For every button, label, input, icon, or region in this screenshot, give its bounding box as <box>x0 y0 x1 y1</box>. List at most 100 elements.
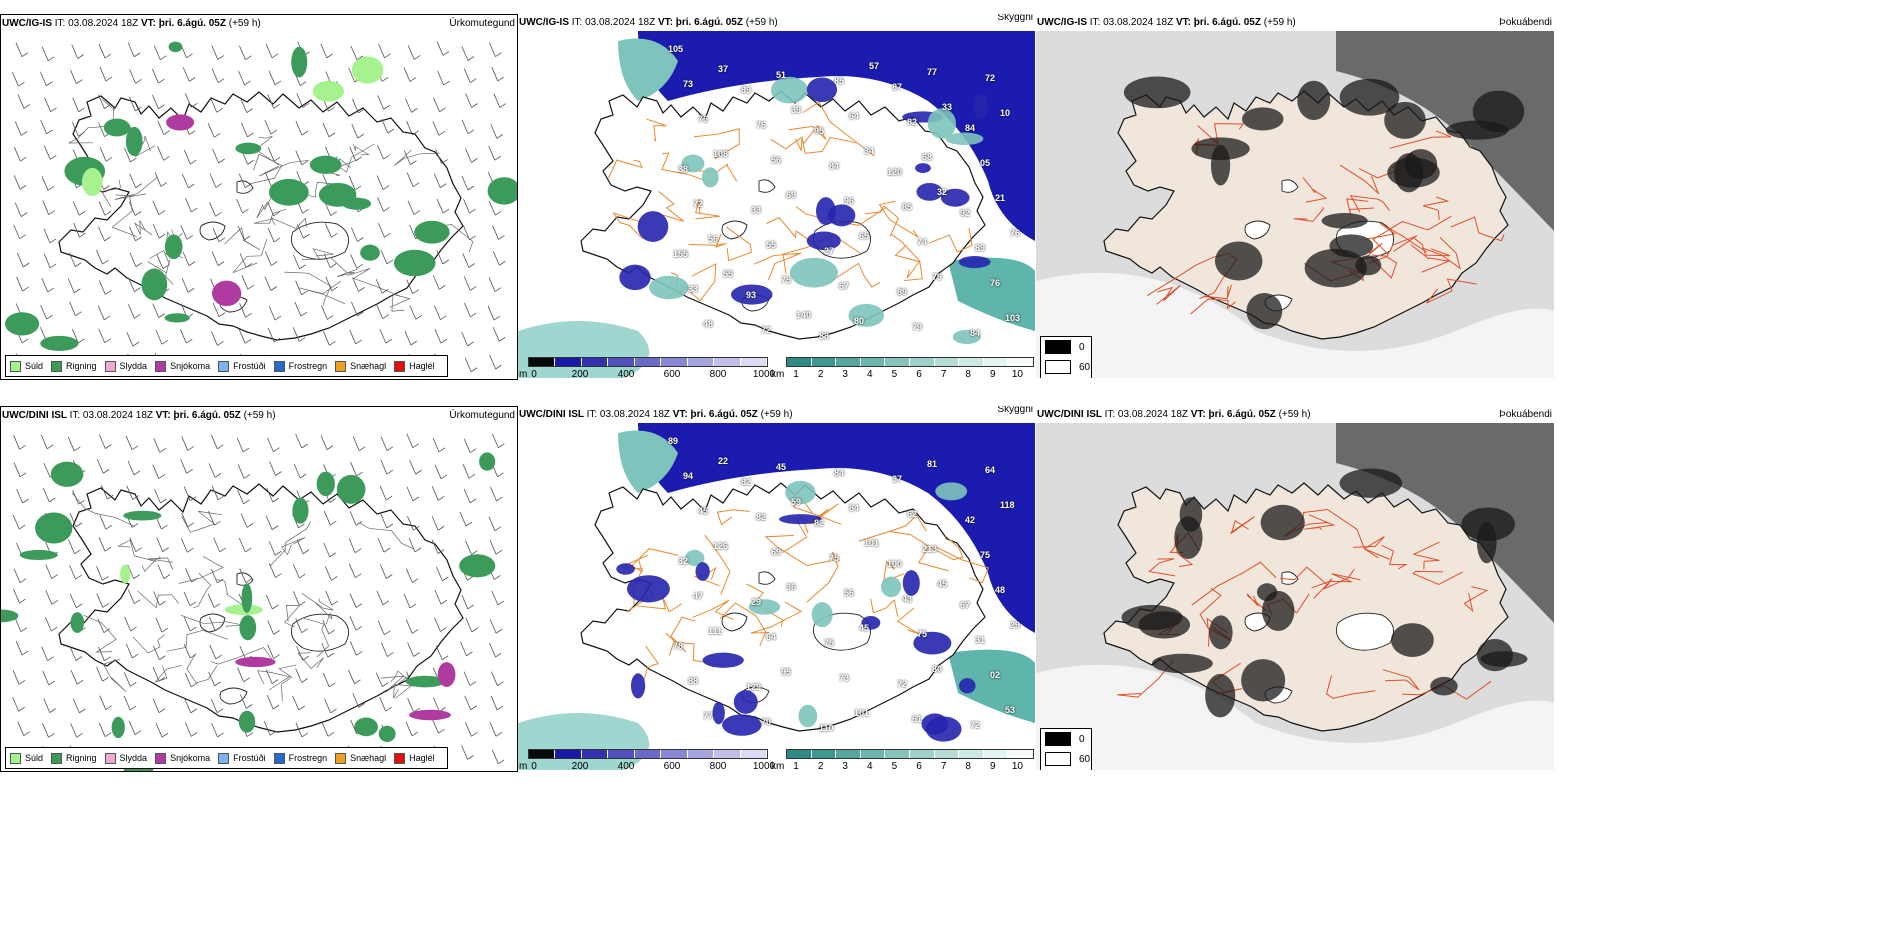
legend-item: Rigning <box>51 360 97 372</box>
wind-barb-icon <box>431 486 445 501</box>
low-visibility-patch <box>880 576 902 598</box>
depth-tick: 0 <box>531 369 537 378</box>
wind-barb-icon <box>269 461 282 476</box>
fog-dark-patch <box>1121 604 1183 631</box>
precip-cell <box>312 80 344 102</box>
glacier-outline <box>290 221 350 260</box>
low-visibility-patch <box>733 690 758 714</box>
visibility-value-label: 76 <box>698 114 709 124</box>
wind-barb-icon <box>98 646 111 662</box>
wind-barb-icon <box>129 226 142 242</box>
low-visibility-patch <box>695 562 710 581</box>
visibility-value-label: 108 <box>713 149 729 159</box>
precip-cell <box>166 114 195 131</box>
visibility-value-label: 101 <box>864 538 880 548</box>
wind-barb-icon <box>68 252 82 267</box>
precip-cell <box>81 167 103 197</box>
wind-barb-icon <box>379 328 393 344</box>
wind-barb-icon <box>349 616 363 631</box>
wind-barb-icon <box>126 485 139 500</box>
wind-barb-icon <box>488 516 502 532</box>
wind-barb-icon <box>461 594 475 610</box>
fog-dark-patch <box>1472 90 1525 133</box>
visibility-value-label: 84 <box>834 468 845 478</box>
wind-barb-icon <box>183 149 197 165</box>
road-line <box>1382 669 1420 691</box>
vis-map <box>518 31 1035 378</box>
panel-header: UWC/DINI ISL IT: 03.08.2024 18Z VT: þri.… <box>519 409 793 420</box>
iceland-coastline <box>580 90 986 340</box>
precip-cell <box>291 46 308 78</box>
wind-barb-icon <box>157 564 171 579</box>
wind-barb-icon <box>460 641 473 657</box>
wind-barb-icon <box>182 251 196 267</box>
wind-barb-icon <box>155 617 169 633</box>
visibility-value-label: 68 <box>922 152 933 162</box>
wind-barb-icon <box>153 591 166 606</box>
wind-barb-icon <box>324 698 337 714</box>
precip-cell <box>354 717 378 737</box>
road-line <box>255 135 279 166</box>
visibility-value-label: 103 <box>1005 313 1021 323</box>
visibility-tick: 6 <box>916 761 922 770</box>
model-name: UWC/IG-IS <box>1037 17 1090 28</box>
wind-barb-icon <box>124 147 137 163</box>
wind-barb-icon <box>407 45 421 60</box>
wind-barb-icon <box>292 327 306 342</box>
wind-barb-icon <box>461 119 475 135</box>
road-line <box>1156 284 1181 305</box>
wind-barb-icon <box>267 147 281 162</box>
road-line <box>1293 207 1325 222</box>
wind-barb-icon <box>129 173 142 189</box>
legend-item: Frostregn <box>273 360 328 372</box>
precip-cell <box>120 564 131 584</box>
road-line <box>665 616 696 653</box>
road-line <box>269 521 311 567</box>
precip-cell <box>238 710 256 733</box>
wind-barb-icon <box>125 643 139 659</box>
road-line <box>764 534 836 567</box>
wind-barb-icon <box>378 223 391 238</box>
road-line <box>1410 244 1451 273</box>
wind-barb-icon <box>295 722 309 738</box>
wind-barb-icon <box>181 278 195 293</box>
visibility-title: Skyggni <box>997 406 1033 415</box>
legend-swatch <box>273 360 285 372</box>
visibility-value-label: 88 <box>688 676 699 686</box>
wind-barb-icon <box>12 670 26 685</box>
visibility-bar <box>786 749 1034 759</box>
init-time: IT: 03.08.2024 18Z <box>1089 17 1176 28</box>
legend-item: Slydda <box>104 360 147 372</box>
low-visibility-patch <box>861 615 881 630</box>
wind-barb-icon <box>210 434 224 450</box>
wind-barb-icon <box>72 490 85 505</box>
wind-barb-icon <box>324 223 338 238</box>
model-name: UWC/IG-IS <box>2 18 55 29</box>
depth-tick: 400 <box>617 761 635 770</box>
visibility-tick: 3 <box>842 761 848 770</box>
visibility-value-label: 96 <box>844 196 855 206</box>
depth-tick: 1000 <box>752 369 776 378</box>
road-line <box>347 267 402 297</box>
init-time: IT: 03.08.2024 18Z <box>586 409 673 420</box>
wind-barb-icon <box>238 329 252 344</box>
visibility-value-label: 75 <box>781 275 792 285</box>
wind-barb-icon <box>213 537 226 553</box>
road-line <box>1412 570 1463 585</box>
legend-label: Frostregn <box>288 361 328 371</box>
wind-barb-icon <box>490 486 503 502</box>
wind-barb-icon <box>375 672 389 687</box>
visibility-value-label: 72 <box>693 199 704 209</box>
wind-barb-icon <box>432 697 446 712</box>
visibility-colorbar: km 1 2 3 4 5 6 7 8 9 10 <box>771 357 1034 378</box>
visibility-value-label: 51 <box>776 70 787 80</box>
visibility-value-label: 82 <box>814 518 825 528</box>
wind-barb-icon <box>99 147 113 162</box>
legend-swatch <box>218 360 230 372</box>
visibility-value-label: 34 <box>864 146 875 156</box>
road-line <box>1450 216 1505 242</box>
visibility-value-label: 118 <box>1000 500 1015 510</box>
visibility-value-label: 94 <box>683 471 694 481</box>
visibility-tick: 8 <box>965 369 971 378</box>
legend-label: Snjókoma <box>170 753 211 763</box>
